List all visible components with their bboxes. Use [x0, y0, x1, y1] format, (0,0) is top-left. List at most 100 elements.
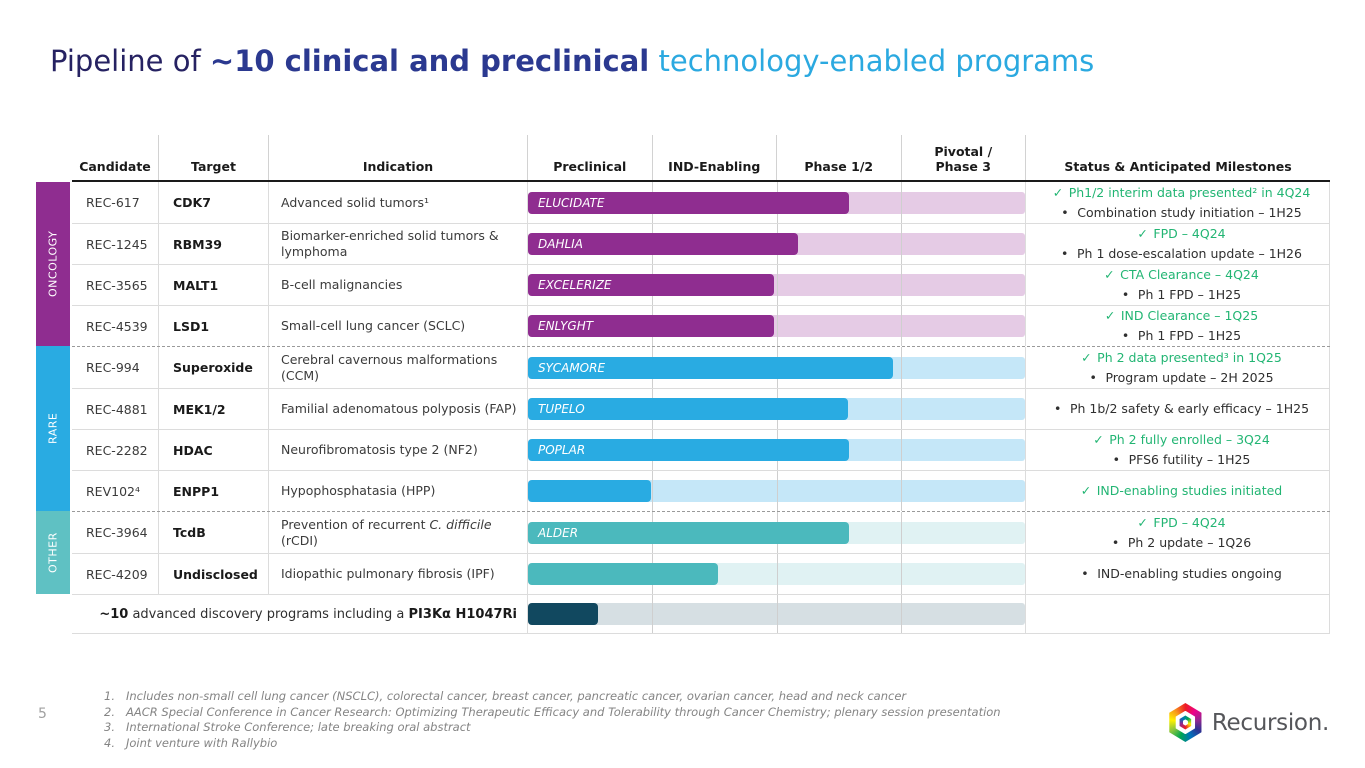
discovery-programs-text: ~10 advanced discovery programs includin… [99, 606, 517, 622]
status-text: Ph 1 FPD – 1H25 [1137, 287, 1242, 302]
status-cell: ✓ IND-enabling studies initiated [1025, 471, 1330, 511]
pipeline-bar-cell [527, 595, 1025, 633]
status-line: • PFS6 futility – 1H25 [1113, 450, 1251, 470]
column-header-target: Target [158, 135, 268, 180]
status-text: CTA Clearance – 4Q24 [1120, 267, 1259, 282]
status-line: • Program update – 2H 2025 [1089, 368, 1273, 388]
table-row: REC-994 Superoxide Cerebral cavernous ma… [72, 347, 1330, 388]
table-row: REC-617 CDK7 Advanced solid tumors¹ ELUC… [72, 182, 1330, 223]
stage-gridline [652, 471, 653, 511]
candidate-cell: REC-4209 [86, 566, 148, 582]
footnote: 1. Includes non-small cell lung cancer (N… [104, 689, 907, 703]
target-cell: MALT1 [158, 265, 268, 305]
stage-gridline [901, 182, 902, 223]
stage-gridline [901, 512, 902, 553]
stage-gridline [777, 595, 778, 633]
pipeline-table: Candidate Target Indication Preclinical … [36, 135, 1330, 634]
table-row: REC-3565 MALT1 B-cell malignancies EXCEL… [72, 264, 1330, 305]
trial-name-label: DAHLIA [538, 237, 583, 251]
status-cell: • IND-enabling studies ongoing [1025, 554, 1330, 594]
status-cell: ✓ Ph1/2 interim data presented² in 4Q24 •… [1025, 182, 1330, 223]
pipeline-bar-cell: TUPELO [527, 389, 1025, 429]
indication-cell: Familial adenomatous polyposis (FAP) [268, 389, 527, 429]
page-number: 5 [38, 706, 47, 722]
stage-gridline [652, 595, 653, 633]
bullet-icon: • [1061, 246, 1069, 261]
stage-gridline [777, 265, 778, 305]
footnote: 4. Joint venture with Rallybio [104, 735, 278, 750]
title-part-3: technology-enabled programs [649, 44, 1095, 78]
candidate-cell: REC-2282 [86, 442, 148, 458]
status-cell: ✓ IND Clearance – 1Q25 • Ph 1 FPD – 1H25 [1025, 306, 1330, 346]
column-header-indication: Indication [268, 135, 527, 180]
status-text: Ph1/2 interim data presented² in 4Q24 [1068, 184, 1311, 200]
checkmark-icon: ✓ [1080, 483, 1092, 498]
footnote: 2. AACR Special Conference in Cancer Rese… [104, 704, 1001, 719]
pipeline-bar-cell: EXCELERIZE [527, 265, 1025, 305]
bullet-icon: • [1121, 287, 1130, 302]
footnotes: 1. Includes non-small cell lung cancer (N… [104, 689, 1001, 751]
stage-gridline [901, 554, 902, 594]
bullet-icon: • [1111, 534, 1120, 550]
status-text: Ph 2 update – 1Q26 [1127, 534, 1252, 550]
indication-text: Prevention of recurrent C. difficile (rC… [281, 516, 492, 548]
stage-gridline [901, 389, 902, 429]
recursion-logo: Recursion. [1168, 703, 1329, 742]
status-text: Ph 2 fully enrolled – 3Q24 [1109, 432, 1270, 447]
discovery-programs-row: ~10 advanced discovery programs includin… [72, 594, 1330, 634]
pipeline-bar-cell [527, 471, 1025, 511]
target-cell: RBM39 [158, 224, 268, 264]
checkmark-icon: ✓ [1081, 349, 1092, 365]
target-cell: TcdB [158, 512, 268, 553]
checkmark-icon: ✓ [1137, 226, 1148, 241]
status-text: Ph 1 dose-escalation update – 1H26 [1077, 246, 1302, 261]
trial-name-label: SYCAMORE [538, 360, 606, 375]
trial-name-label: EXCELERIZE [538, 278, 612, 292]
candidate-cell: REC-994 [86, 360, 140, 375]
status-text: Ph 1b/2 safety & early efficacy – 1H25 [1069, 401, 1310, 416]
target-cell: ENPP1 [158, 471, 268, 511]
stage-gridline [777, 471, 778, 511]
status-line: • Combination study initiation – 1H25 [1061, 203, 1301, 223]
indication-cell: B-cell malignancies [268, 265, 527, 305]
status-cell: ✓ Ph 2 data presented³ in 1Q25 • Program u… [1025, 347, 1330, 388]
status-text: Ph 1 FPD – 1H25 [1137, 328, 1242, 343]
trial-name-label: ELUCIDATE [538, 195, 605, 210]
checkmark-icon: ✓ [1093, 432, 1104, 447]
table-row: REC-2282 HDAC Neurofibromatosis type 2 (… [72, 429, 1330, 470]
table-row: REC-1245 RBM39 Biomarker-enriched solid … [72, 223, 1330, 264]
pipeline-bar: ENLYGHT [528, 315, 774, 337]
target-cell: MEK1/2 [158, 389, 268, 429]
trial-name-label: POPLAR [538, 443, 586, 457]
pipeline-bar: EXCELERIZE [528, 274, 774, 296]
candidate-cell: REC-4539 [86, 318, 148, 334]
section-other: OTHER REC-3964 TcdB Prevention of recurr… [36, 511, 1330, 594]
stage-gridline [901, 430, 902, 470]
bullet-icon: • [1081, 566, 1089, 581]
title-part-2: ~10 clinical and preclinical [209, 44, 650, 78]
status-line: ✓ CTA Clearance – 4Q24 [1104, 265, 1259, 285]
indication-cell: Biomarker-enriched solid tumors & lympho… [268, 224, 527, 264]
indication-cell: Hypophosphatasia (HPP) [268, 471, 527, 511]
bullet-icon: • [1061, 204, 1069, 220]
status-text: FPD – 4Q24 [1153, 514, 1226, 530]
recursion-logo-text: Recursion. [1211, 709, 1329, 736]
column-header-candidate: Candidate [79, 159, 151, 174]
pipeline-bar-cell: ALDER [527, 512, 1025, 553]
pipeline-bar-cell: DAHLIA [527, 224, 1025, 264]
pipeline-bar-cell [527, 554, 1025, 594]
stage-gridline [901, 471, 902, 511]
pipeline-bar: TUPELO [528, 398, 848, 420]
target-cell: CDK7 [158, 182, 268, 223]
trial-name-label: TUPELO [538, 402, 585, 416]
bullet-icon: • [1089, 369, 1097, 385]
status-text: Combination study initiation – 1H25 [1077, 204, 1302, 220]
table-row: REC-3964 TcdB Prevention of recurrent C.… [72, 512, 1330, 553]
recursion-hexagon-icon [1169, 703, 1202, 742]
status-cell [1025, 595, 1330, 633]
pipeline-bar-cell: POPLAR [527, 430, 1025, 470]
candidate-cell: REC-4881 [86, 401, 148, 417]
candidate-cell: REC-617 [86, 195, 140, 210]
status-cell: • Ph 1b/2 safety & early efficacy – 1H25 [1025, 389, 1330, 429]
